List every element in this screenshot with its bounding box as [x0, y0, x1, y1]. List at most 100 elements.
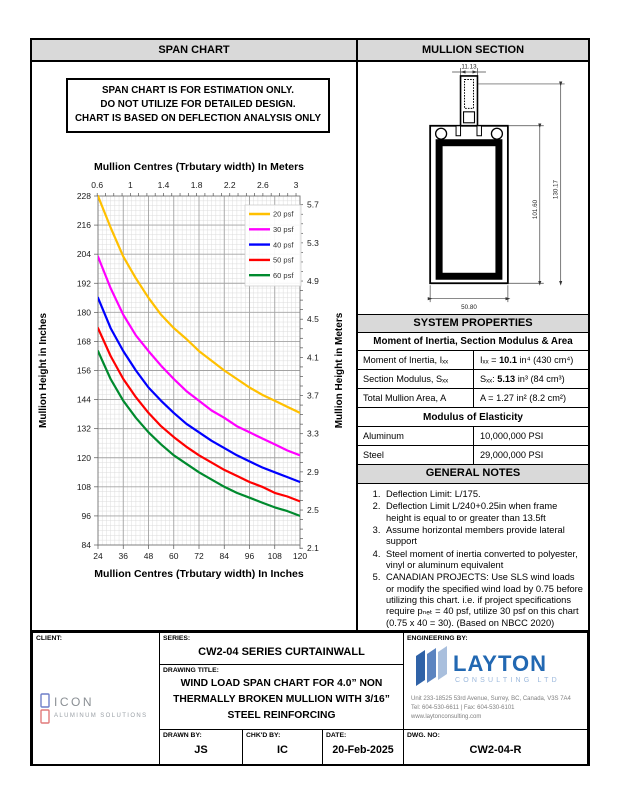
date-value: 20-Feb-2025 [332, 744, 394, 756]
legend-label: 20 psf [273, 210, 294, 219]
dim-bottom-width-text: 50.80 [461, 304, 477, 311]
left-axis-title: Mullion Height in Inches [38, 313, 49, 428]
layton-logo-slat-mid [427, 648, 436, 683]
bottom-axis-tick-label: 84 [220, 551, 230, 561]
warning-line-3: CHART IS BASED ON DEFLECTION ANALYSIS ON… [74, 113, 322, 125]
layton-address: Unit 233-18525 53rd Avenue, Surrey, BC, … [411, 695, 586, 722]
icon-logo-mark-blue [40, 693, 50, 708]
icon-logo-name: ICON [54, 695, 94, 709]
bottom-axis-tick-label: 72 [194, 551, 204, 561]
row-value: Iₓₓ = 10.1 in⁴ (430 cm⁴) [480, 355, 574, 366]
left-axis-tick-label: 228 [77, 191, 91, 201]
row-label: Total Mullion Area, A [358, 389, 474, 408]
left-axis-tick-label: 216 [77, 220, 91, 230]
table-row-section-modulus: Section Modulus, Sₓₓ Sₓₓ: 5.13 in³ (84 c… [358, 370, 588, 390]
row-label: Section Modulus, Sₓₓ [358, 370, 474, 389]
date-label: DATE: [326, 732, 347, 739]
top-axis-tick-label: 0.6 [91, 180, 103, 190]
drawing-title-cell: DRAWING TITLE: WIND LOAD SPAN CHART FOR … [159, 664, 404, 730]
note-item: Assume horizontal members provide latera… [383, 525, 584, 548]
dim-inner-height-text: 101.60 [532, 199, 539, 219]
span-chart-svg: 0.6 1 1.4 1.8 2.2 2.6 3 2.1 2.5 2.9 3.3 3.7 4.1 4.5 4.… [38, 161, 345, 580]
bottom-axis-tick-label: 96 [245, 551, 255, 561]
date-cell: DATE: 20-Feb-2025 [322, 729, 404, 766]
right-axis-title: Mullion Height in Meters [334, 312, 345, 428]
right-panel: MULLION SECTION 11.13 [358, 40, 588, 630]
modulus-of-elasticity-header: Modulus of Elasticity [358, 408, 588, 428]
dim-top-width [452, 67, 486, 76]
drawing-title-line: STEEL REINFORCING [227, 710, 336, 721]
left-axis-tick-label: 108 [77, 482, 91, 492]
bottom-axis-tick-label: 108 [268, 551, 282, 561]
drawing-title-label: DRAWING TITLE: [163, 667, 219, 674]
sheet-frame: SPAN CHART SPAN CHART IS FOR ESTIMATION … [30, 38, 590, 766]
row-label: Aluminum [358, 427, 474, 446]
top-axis-title: Mullion Centres (Trbutary width) In Mete… [94, 161, 304, 173]
series-curve-60-psf [98, 350, 300, 517]
engineering-by-label: ENGINEERING BY: [407, 635, 468, 642]
top-axis-tick-label: 1.8 [191, 180, 203, 190]
dwg-no-label: DWG. NO: [407, 732, 440, 739]
top-axis-tick-label: 1 [128, 180, 133, 190]
client-label: CLIENT: [36, 635, 63, 642]
bottom-axis-tick-label: 24 [93, 551, 103, 561]
right-axis-tick-label: 3.7 [307, 391, 319, 401]
bottom-axis-title: Mullion Centres (Trbutary width) In Inch… [94, 568, 304, 580]
dim-top-width-text: 11.13 [461, 63, 477, 70]
screw-boss-right [490, 127, 504, 140]
steel-reinforcing-tube [435, 139, 503, 280]
layton-logo-slat-light [438, 646, 447, 680]
icon-logo-mark-red [40, 709, 50, 724]
note-item: Deflection Limit L/240+0.25in when frame… [383, 501, 584, 524]
left-axis-tick-label: 144 [77, 395, 91, 405]
layton-logo-slat-dark [416, 650, 425, 686]
legend-label: 30 psf [273, 225, 294, 234]
note-item: Deflection Limit: L/175. [383, 489, 584, 500]
left-axis-tick-label: 84 [82, 540, 92, 550]
top-axis-tick-label: 3 [294, 180, 299, 190]
general-notes-header: GENERAL NOTES [358, 465, 588, 485]
drawing-title-line: THERMALLY BROKEN MULLION WITH 3/16” [173, 694, 390, 705]
chkd-by-value: IC [277, 744, 288, 756]
chkd-by-cell: CHK'D BY: IC [242, 729, 323, 766]
right-axis-tick-label: 4.9 [307, 276, 319, 286]
series-curve-40-psf [98, 296, 300, 484]
layton-address-line2: Tel: 604-530-6611 | Fax: 604-530-6101 ww… [411, 705, 515, 720]
top-slot-left [455, 125, 462, 137]
bottom-axis-tick-label: 48 [144, 551, 154, 561]
span-chart-panel: SPAN CHART SPAN CHART IS FOR ESTIMATION … [32, 40, 358, 630]
layton-address-line1: Unit 233-18525 53rd Avenue, Surrey, BC, … [411, 696, 571, 702]
client-cell: CLIENT: ICON ALUMINUM SOLUTIONS [32, 632, 160, 766]
right-axis-tick-label: 4.1 [307, 352, 319, 362]
mullion-body [429, 124, 509, 285]
note-item: CANADIAN PROJECTS: Use SLS wind loads or… [383, 572, 584, 629]
table-row-aluminum: Aluminum 10,000,000 PSI [358, 427, 588, 447]
legend-label: 60 psf [273, 271, 294, 280]
axis-tick-labels: 0.6 1 1.4 1.8 2.2 2.6 3 2.1 2.5 2.9 3.3 3.7 4.1 4.5 4.… [77, 180, 319, 561]
left-axis-tick-label: 180 [77, 307, 91, 317]
drawn-by-label: DRAWN BY: [163, 732, 202, 739]
top-slot-right [476, 125, 482, 137]
series-curves [98, 195, 300, 517]
span-chart-header: SPAN CHART [32, 40, 356, 62]
dwg-no-cell: DWG. NO: CW2-04-R [403, 729, 588, 766]
table-row-mullion-area: Total Mullion Area, A A = 1.27 in² (8.2 … [358, 389, 588, 409]
table-row-steel: Steel 29,000,000 PSI [358, 446, 588, 466]
spigot-lower-cavity [462, 111, 476, 124]
series-curve-50-psf [98, 327, 300, 503]
bottom-axis-tick-label: 36 [119, 551, 129, 561]
legend-label: 40 psf [273, 240, 294, 249]
right-axis-tick-label: 2.9 [307, 467, 319, 477]
bottom-axis-tick-label: 60 [169, 551, 179, 561]
warning-box: SPAN CHART IS FOR ESTIMATION ONLY. DO NO… [66, 78, 330, 133]
mullion-section-header: MULLION SECTION [358, 40, 588, 62]
span-chart: 0.6 1 1.4 1.8 2.2 2.6 3 2.1 2.5 2.9 3.3 3.7 4.1 4.5 4.… [32, 156, 358, 608]
row-label: Moment of Inertia, Iₓₓ [358, 351, 474, 370]
series-value: CW2-04 SERIES CURTAINWALL [198, 646, 365, 658]
general-notes-list: Deflection Limit: L/175. Deflection Limi… [358, 484, 588, 630]
table-row-moment-of-inertia: Moment of Inertia, Iₓₓ Iₓₓ = 10.1 in⁴ (4… [358, 351, 588, 371]
drawn-by-value: JS [194, 744, 208, 756]
series-curve-20-psf [98, 195, 300, 414]
note-item: Steel moment of inertia converted to pol… [383, 549, 584, 572]
